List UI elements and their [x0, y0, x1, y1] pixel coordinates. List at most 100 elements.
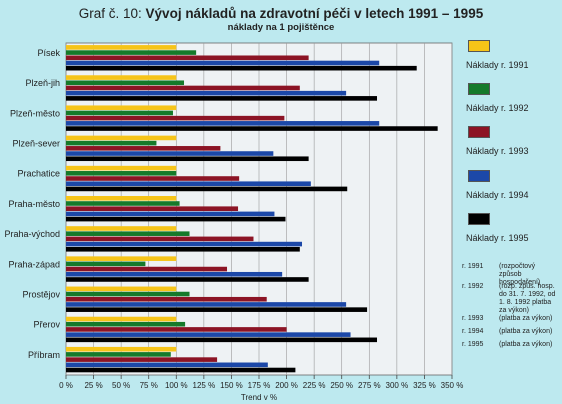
bar	[66, 291, 190, 297]
legend-swatch	[468, 213, 490, 225]
note-key: r. 1991	[462, 263, 484, 270]
category-label: Přerov	[33, 320, 60, 330]
category-label: Příbram	[28, 350, 60, 360]
category-label: Písek	[37, 48, 60, 58]
bar	[66, 55, 309, 61]
x-tick-label: 325 %	[413, 381, 436, 390]
bar	[66, 151, 274, 156]
bar	[66, 85, 300, 91]
x-tick-label: 150 %	[220, 381, 243, 390]
bar	[66, 236, 254, 242]
bar	[66, 110, 173, 116]
category-label: Praha-východ	[4, 229, 60, 239]
bar	[66, 211, 275, 217]
bar	[66, 367, 296, 373]
legend-label: Náklady r. 1992	[466, 103, 529, 113]
bar	[66, 206, 239, 211]
bar	[66, 216, 286, 222]
x-axis-label: Trend v %	[241, 393, 277, 402]
bar	[66, 165, 177, 171]
bar	[66, 60, 380, 66]
bar	[66, 65, 417, 71]
legend-label: Náklady r. 1995	[466, 233, 529, 243]
bar	[66, 50, 197, 55]
bar	[66, 156, 309, 162]
bar	[66, 321, 186, 327]
legend-swatch	[468, 126, 490, 138]
bar	[66, 140, 157, 146]
chart-subtitle: náklady na 1 pojištěnce	[227, 22, 335, 33]
bar	[66, 316, 177, 322]
bar	[66, 171, 177, 176]
bar	[66, 246, 300, 252]
bar	[66, 90, 347, 96]
x-tick-label: 350 %	[441, 381, 464, 390]
note-text: (platba za výkon)	[499, 315, 553, 322]
bar	[66, 115, 285, 121]
bar	[66, 105, 177, 111]
bar	[66, 126, 438, 131]
category-label: Praha-západ	[8, 259, 60, 269]
category-label: Prachatice	[17, 169, 60, 179]
x-tick-label: 275 %	[358, 381, 381, 390]
x-tick-label: 50 %	[112, 381, 130, 390]
legend-label: Náklady r. 1994	[466, 190, 529, 200]
bar	[66, 327, 287, 332]
bar	[66, 362, 268, 368]
x-tick-label: 25 %	[84, 381, 102, 390]
bar	[66, 176, 240, 181]
bar	[66, 121, 380, 126]
note-key: r. 1995	[462, 341, 484, 348]
note-text: (rozpočtový způsob hospodaření)	[499, 263, 541, 286]
category-label: Prostějov	[22, 289, 60, 299]
bar	[66, 226, 177, 231]
x-tick-label: 250 %	[330, 381, 353, 390]
legend-swatch	[468, 40, 490, 52]
chart-title: Graf č. 10: Vývoj nákladů na zdravotní p…	[0, 6, 562, 21]
bar	[66, 271, 283, 277]
bar	[66, 337, 378, 343]
bar	[66, 256, 177, 261]
category-label: Plzeň-jih	[25, 78, 60, 88]
bar	[66, 307, 368, 312]
bar	[66, 146, 221, 151]
x-tick-label: 125 %	[193, 381, 216, 390]
bar	[66, 296, 267, 302]
category-label: Plzeň-město	[10, 108, 60, 118]
x-tick-label: 300 %	[386, 381, 409, 390]
x-tick-label: 75 %	[140, 381, 158, 390]
bar	[66, 352, 171, 357]
bar	[66, 231, 190, 236]
x-tick-label: 0 %	[59, 381, 73, 390]
bar	[66, 135, 177, 141]
bar	[66, 181, 311, 187]
bar	[66, 80, 185, 86]
bar	[66, 75, 177, 80]
bar	[66, 196, 177, 201]
legend-swatch	[468, 83, 490, 95]
x-tick-label: 100 %	[165, 381, 188, 390]
x-tick-label: 200 %	[275, 381, 298, 390]
bar	[66, 261, 146, 267]
legend-label: Náklady r. 1993	[466, 146, 529, 156]
note-text: (platba za výkon)	[499, 341, 553, 348]
note-key: r. 1994	[462, 328, 484, 335]
category-label: Praha-město	[8, 199, 60, 209]
title-main: Vývoj nákladů na zdravotní péči v letech…	[145, 6, 484, 21]
legend-label: Náklady r. 1991	[466, 60, 529, 70]
bar	[66, 96, 378, 101]
note-text: (platba za výkon)	[499, 328, 553, 335]
bar	[66, 45, 177, 50]
category-label: Plzeň-sever	[12, 139, 60, 149]
legend-swatch	[468, 170, 490, 182]
bar	[66, 286, 177, 292]
bar	[66, 332, 351, 337]
bar	[66, 266, 228, 272]
bar	[66, 277, 309, 282]
bar	[66, 302, 347, 307]
x-tick-label: 225 %	[303, 381, 326, 390]
note-key: r. 1992	[462, 283, 484, 290]
note-key: r. 1993	[462, 315, 484, 322]
bar	[66, 201, 180, 206]
